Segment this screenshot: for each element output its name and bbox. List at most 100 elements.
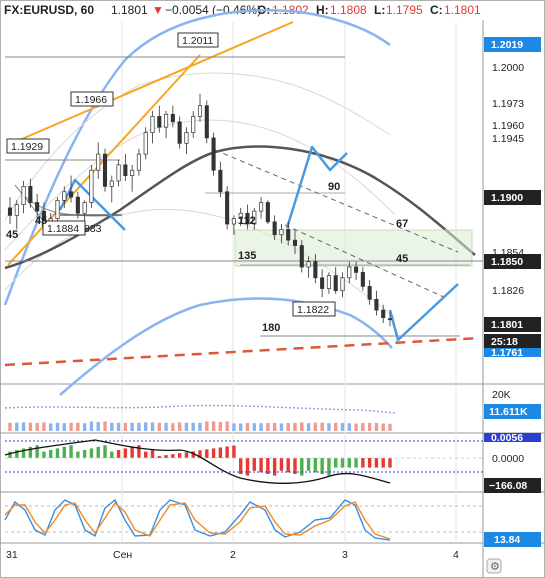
macd-bar	[340, 458, 345, 468]
macd-bar	[15, 450, 19, 458]
volume-bar	[89, 421, 94, 431]
envelope-inner-mid	[4, 119, 396, 251]
tag-box-volume	[484, 404, 541, 419]
fib-label-180: 180	[262, 322, 280, 334]
volume-bar	[150, 422, 155, 431]
macd-bar	[306, 458, 311, 471]
low-label: L:	[374, 3, 385, 17]
time-label-sep: Сен	[113, 549, 132, 561]
macd-bar	[259, 458, 263, 473]
volume-bar	[28, 422, 33, 431]
candle-body	[96, 153, 101, 171]
volume-bar	[388, 423, 392, 431]
callout-1-1929: 1.1929	[11, 141, 43, 153]
envelope-inner-lower	[4, 208, 396, 319]
volume-bar	[320, 422, 324, 431]
fib-label-45-right: 45	[396, 253, 408, 265]
volume-bar	[252, 423, 256, 431]
volume-bar	[96, 421, 100, 431]
candle-body	[292, 239, 298, 246]
low-value: 1.1795	[386, 3, 423, 17]
time-axis[interactable]: 31 Сен 2 3 4	[6, 549, 459, 561]
fib-labels: 45 45 90 112 67 135 45 180	[6, 181, 408, 334]
envelope-inner-upper	[4, 72, 391, 221]
candle-body	[204, 105, 209, 139]
tag-box-macd-bottom	[484, 478, 541, 493]
volume-bar	[116, 422, 121, 431]
candle-body	[164, 113, 169, 128]
candle-body	[184, 132, 189, 144]
volume-bar	[374, 422, 379, 431]
volume-bar	[279, 423, 284, 431]
volume-bar	[62, 423, 66, 431]
candle-body	[143, 132, 148, 155]
candle-body	[102, 153, 108, 187]
macd-bar	[266, 458, 270, 474]
volume-bar	[293, 422, 297, 431]
macd-bar	[232, 445, 236, 458]
volume-bar	[164, 422, 168, 431]
time-label-2: 2	[230, 549, 236, 561]
candle-body	[150, 116, 155, 133]
fib-label-112: 112	[238, 215, 256, 227]
macd-bar	[347, 458, 351, 468]
candle-body	[21, 186, 26, 206]
candle-body	[7, 207, 13, 216]
macd-bar	[205, 449, 209, 458]
price-axis[interactable]: 1.2000 1.1973 1.1945 1.1826 1.1960 1.185…	[492, 62, 524, 297]
settings-gear-icon[interactable]	[486, 558, 502, 574]
volume-bar	[144, 422, 148, 431]
candle-body	[218, 169, 223, 193]
volume-bar	[272, 422, 277, 431]
volume-bar	[211, 421, 216, 431]
callout-1-1966: 1.1966	[75, 94, 107, 106]
price-tags: 1.2019 1.1900 1.1850 1.1801 25:18 1.1761	[484, 37, 541, 359]
candle-body	[123, 164, 128, 176]
candle-body	[381, 309, 386, 318]
candle-body	[116, 164, 121, 182]
volume-bar	[367, 422, 372, 431]
tag-box-1-1850	[484, 254, 541, 269]
volume-bar	[245, 422, 250, 431]
time-label-3: 3	[342, 549, 348, 561]
macd-histogram	[8, 445, 392, 476]
projection-right	[388, 283, 459, 342]
macd-bar	[191, 451, 195, 458]
callout-1-1883-partial: 883	[84, 223, 102, 235]
macd-bar	[239, 458, 243, 474]
macd-bar	[272, 458, 277, 476]
change-down-icon: ▼	[152, 3, 164, 17]
volume-ma-line	[4, 404, 396, 414]
macd-bar	[381, 458, 385, 468]
volume-bar	[306, 423, 311, 431]
projection-middle	[285, 145, 348, 229]
candle-body	[211, 137, 216, 171]
macd-bar	[211, 448, 216, 458]
tag-volume: 11.611K	[489, 406, 528, 418]
macd-bar	[361, 458, 365, 468]
macd-bar	[89, 448, 94, 458]
macd-bar	[300, 458, 304, 476]
candle-body	[82, 202, 87, 214]
volume-bar	[184, 422, 189, 431]
price-tick-1-1826: 1.1826	[492, 285, 524, 297]
dashed-channel	[214, 149, 459, 299]
time-label-4: 4	[453, 549, 459, 561]
macd-bar	[198, 450, 202, 458]
price-tick-partial-1: 1.1960	[492, 120, 524, 132]
macd-bar	[334, 458, 338, 468]
volume-bar	[340, 422, 345, 431]
tag-1-1900: 1.1900	[491, 192, 523, 204]
macd-bar	[327, 458, 331, 476]
horizontal-levels	[5, 56, 483, 337]
macd-bar	[82, 450, 87, 458]
volume-axis-20k: 20K	[492, 389, 511, 401]
tag-box-stoch	[484, 532, 541, 547]
symbol-label[interactable]: FX:EURUSD, 60	[4, 3, 94, 17]
callout-box-high	[177, 32, 219, 48]
volume-bar	[15, 422, 19, 431]
volume-bar	[239, 423, 243, 431]
high-value: 1.1808	[330, 3, 367, 17]
macd-bar	[320, 458, 324, 474]
